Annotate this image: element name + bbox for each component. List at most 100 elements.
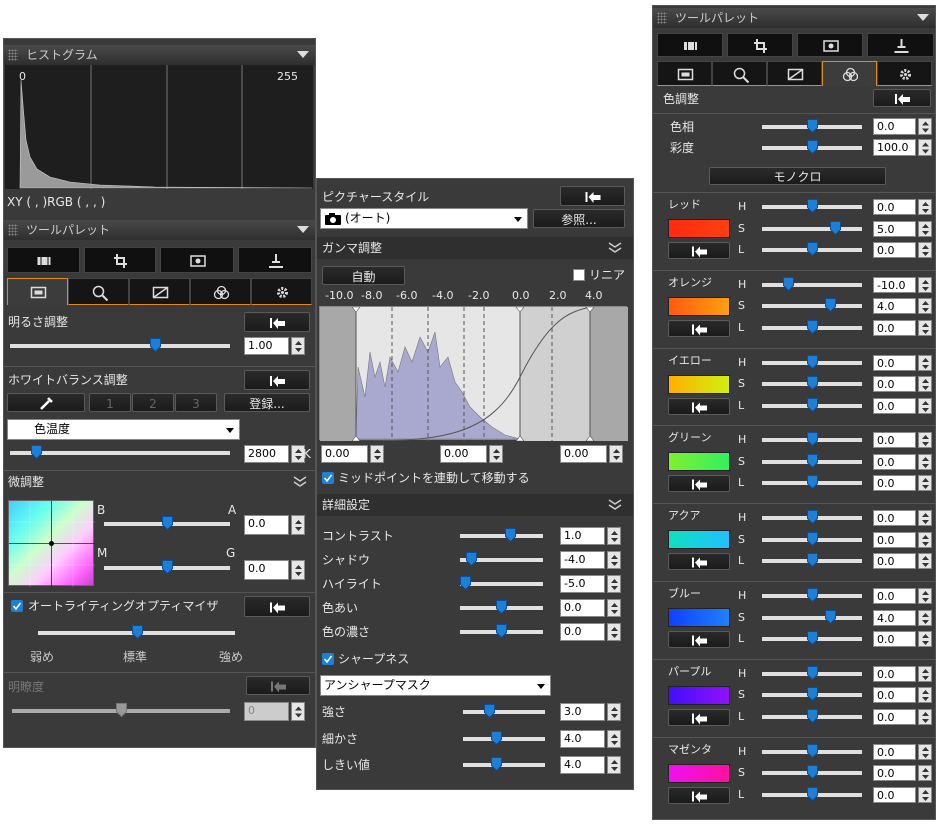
- reset-button[interactable]: [246, 676, 310, 695]
- value-input[interactable]: 0.0: [873, 199, 916, 215]
- slider-track[interactable]: [762, 226, 862, 231]
- slider-thumb[interactable]: [807, 475, 818, 490]
- value-input[interactable]: 0.0: [873, 510, 916, 527]
- reset-button[interactable]: [668, 475, 730, 493]
- spinner[interactable]: [607, 527, 621, 545]
- value-input[interactable]: 0.0: [873, 631, 916, 647]
- spinner[interactable]: [607, 756, 621, 774]
- slider-thumb[interactable]: [825, 609, 836, 624]
- slider-thumb[interactable]: [150, 338, 161, 352]
- slider-thumb[interactable]: [807, 553, 818, 568]
- spinner[interactable]: [918, 397, 932, 414]
- tab[interactable]: [7, 278, 68, 305]
- spinner[interactable]: [918, 139, 932, 156]
- spinner[interactable]: [918, 220, 932, 237]
- value-input[interactable]: 4.0: [560, 729, 605, 748]
- reset-button[interactable]: [560, 186, 625, 206]
- browse-button[interactable]: 参照...: [533, 209, 625, 228]
- spinner[interactable]: [607, 623, 621, 641]
- spinner[interactable]: [918, 631, 932, 647]
- value-input[interactable]: 0.0: [873, 665, 916, 682]
- value-input[interactable]: -4.0: [560, 551, 605, 569]
- value-input[interactable]: 3.0: [560, 703, 605, 721]
- slider-thumb[interactable]: [807, 588, 818, 602]
- dropdown[interactable]: アンシャープマスク: [320, 675, 551, 696]
- value-input[interactable]: 0.0: [873, 242, 916, 258]
- spinner[interactable]: [918, 665, 932, 682]
- spinner[interactable]: [607, 729, 621, 748]
- spinner[interactable]: [607, 703, 621, 721]
- value-input[interactable]: 0.0: [244, 560, 289, 580]
- spinner[interactable]: [607, 599, 621, 617]
- preset-button[interactable]: 2: [132, 393, 174, 412]
- value-input[interactable]: 0.0: [873, 786, 916, 803]
- spinner[interactable]: [918, 475, 932, 492]
- spinner[interactable]: [918, 432, 932, 449]
- value-input[interactable]: 2800: [244, 445, 289, 463]
- spinner[interactable]: [918, 242, 932, 258]
- tool-button[interactable]: [797, 33, 863, 57]
- reset-button[interactable]: [668, 242, 730, 259]
- reset-button[interactable]: [668, 786, 730, 804]
- slider-thumb[interactable]: [491, 730, 502, 745]
- value-input[interactable]: 0.0: [873, 588, 916, 604]
- monochrome-button[interactable]: モノクロ: [709, 167, 886, 185]
- value-input[interactable]: 0.0: [873, 553, 916, 570]
- spinner[interactable]: [918, 743, 932, 760]
- tab[interactable]: [129, 278, 190, 305]
- slider-thumb[interactable]: [460, 576, 471, 590]
- preset-button[interactable]: 1: [89, 393, 131, 412]
- slider-thumb[interactable]: [807, 765, 818, 780]
- checkbox[interactable]: [573, 269, 585, 281]
- tool-button[interactable]: [160, 247, 234, 273]
- spinner[interactable]: [918, 319, 932, 336]
- slider-thumb[interactable]: [505, 528, 516, 542]
- spinner[interactable]: [918, 298, 932, 315]
- tab[interactable]: [190, 278, 251, 305]
- reset-button[interactable]: [668, 397, 730, 415]
- tab[interactable]: [877, 61, 932, 86]
- slider-track[interactable]: [460, 582, 543, 586]
- slider-thumb[interactable]: [830, 220, 841, 235]
- tool-button[interactable]: [657, 33, 723, 57]
- spinner[interactable]: [918, 199, 932, 215]
- spinner[interactable]: [609, 445, 623, 463]
- spinner[interactable]: [918, 276, 932, 293]
- slider-thumb[interactable]: [807, 354, 818, 369]
- preset-button[interactable]: 3: [175, 393, 217, 412]
- spinner[interactable]: [918, 118, 932, 135]
- spinner[interactable]: [918, 553, 932, 570]
- slider-thumb[interactable]: [132, 625, 143, 639]
- slider-thumb[interactable]: [491, 757, 502, 771]
- spinner[interactable]: [370, 445, 384, 463]
- tab[interactable]: [657, 61, 712, 86]
- slider-thumb[interactable]: [807, 376, 818, 391]
- slider-thumb[interactable]: [162, 560, 173, 574]
- slider-thumb[interactable]: [807, 319, 818, 334]
- slider-track[interactable]: [463, 736, 545, 741]
- tool-button[interactable]: [867, 33, 934, 57]
- slider-thumb[interactable]: [807, 397, 818, 412]
- slider-thumb[interactable]: [466, 552, 477, 566]
- value-input[interactable]: 0.0: [873, 453, 916, 470]
- eyedropper-button[interactable]: [7, 393, 85, 412]
- value-input[interactable]: 0.0: [873, 432, 916, 449]
- slider-thumb[interactable]: [807, 242, 818, 256]
- reset-button[interactable]: [244, 596, 310, 617]
- slider-track[interactable]: [463, 763, 545, 767]
- tool-button[interactable]: [238, 247, 312, 273]
- spinner[interactable]: [918, 354, 932, 371]
- reset-button[interactable]: [668, 631, 730, 648]
- spinner[interactable]: [918, 453, 932, 470]
- tab[interactable]: [822, 61, 877, 86]
- value-input[interactable]: 0.0: [873, 354, 916, 371]
- spinner[interactable]: [607, 551, 621, 569]
- tab[interactable]: [767, 61, 822, 86]
- value-input[interactable]: 0.0: [873, 376, 916, 393]
- dropdown[interactable]: (オート): [320, 208, 528, 229]
- slider-thumb[interactable]: [807, 531, 818, 546]
- spinner[interactable]: [291, 560, 305, 580]
- checkbox[interactable]: [322, 472, 334, 484]
- slider-track[interactable]: [762, 282, 862, 287]
- spinner[interactable]: [291, 702, 305, 721]
